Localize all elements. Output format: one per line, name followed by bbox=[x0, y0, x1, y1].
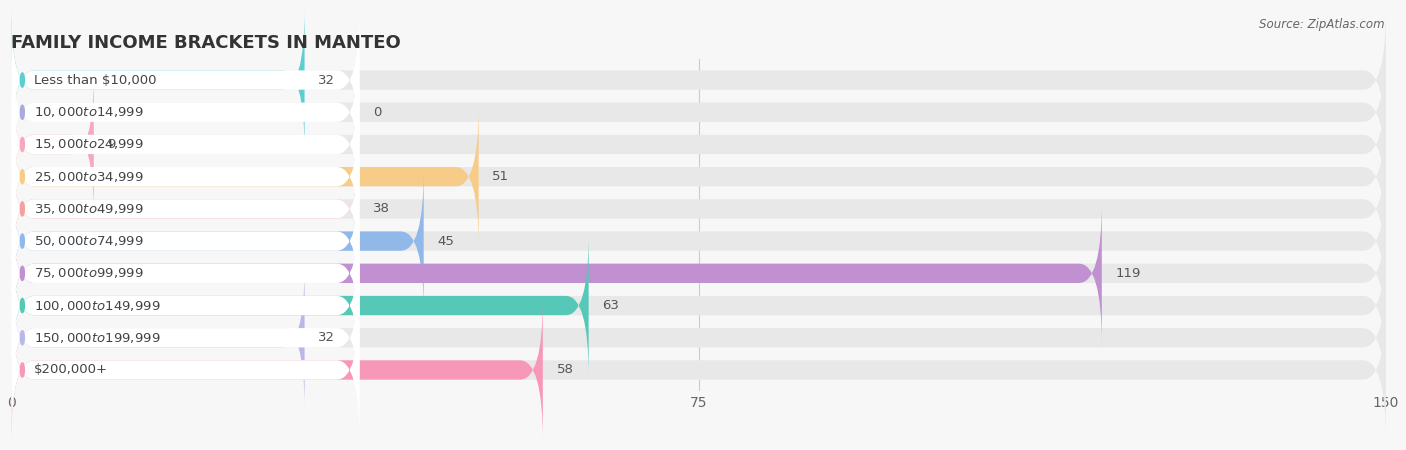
FancyBboxPatch shape bbox=[11, 234, 1386, 376]
FancyBboxPatch shape bbox=[11, 170, 1386, 312]
FancyBboxPatch shape bbox=[11, 138, 1386, 280]
Text: 38: 38 bbox=[373, 202, 389, 216]
Text: FAMILY INCOME BRACKETS IN MANTEO: FAMILY INCOME BRACKETS IN MANTEO bbox=[11, 34, 401, 52]
FancyBboxPatch shape bbox=[11, 138, 360, 280]
Text: $200,000+: $200,000+ bbox=[34, 364, 108, 377]
FancyBboxPatch shape bbox=[11, 41, 1386, 183]
Text: $100,000 to $149,999: $100,000 to $149,999 bbox=[34, 298, 160, 313]
Text: 51: 51 bbox=[492, 170, 509, 183]
Circle shape bbox=[20, 73, 24, 87]
FancyBboxPatch shape bbox=[11, 74, 1386, 216]
Circle shape bbox=[20, 202, 24, 216]
FancyBboxPatch shape bbox=[11, 106, 478, 248]
Text: $25,000 to $34,999: $25,000 to $34,999 bbox=[34, 170, 143, 184]
Text: $10,000 to $14,999: $10,000 to $14,999 bbox=[34, 105, 143, 119]
Circle shape bbox=[20, 234, 24, 248]
FancyBboxPatch shape bbox=[11, 9, 360, 151]
FancyBboxPatch shape bbox=[11, 9, 305, 151]
Text: 32: 32 bbox=[318, 331, 335, 344]
FancyBboxPatch shape bbox=[11, 299, 543, 441]
FancyBboxPatch shape bbox=[11, 202, 360, 344]
FancyBboxPatch shape bbox=[11, 202, 1102, 344]
FancyBboxPatch shape bbox=[11, 267, 305, 409]
FancyBboxPatch shape bbox=[11, 106, 1386, 248]
Circle shape bbox=[20, 137, 24, 152]
Text: Less than $10,000: Less than $10,000 bbox=[34, 73, 156, 86]
FancyBboxPatch shape bbox=[11, 74, 94, 216]
FancyBboxPatch shape bbox=[11, 267, 1386, 409]
Text: 63: 63 bbox=[602, 299, 619, 312]
FancyBboxPatch shape bbox=[11, 299, 360, 441]
Circle shape bbox=[20, 331, 24, 345]
Circle shape bbox=[20, 298, 24, 313]
FancyBboxPatch shape bbox=[11, 106, 360, 248]
Text: 119: 119 bbox=[1115, 267, 1140, 280]
FancyBboxPatch shape bbox=[11, 170, 360, 312]
Text: $50,000 to $74,999: $50,000 to $74,999 bbox=[34, 234, 143, 248]
Circle shape bbox=[20, 105, 24, 119]
Text: 9: 9 bbox=[107, 138, 115, 151]
FancyBboxPatch shape bbox=[11, 138, 360, 280]
FancyBboxPatch shape bbox=[11, 41, 360, 183]
Text: 58: 58 bbox=[557, 364, 574, 377]
Text: $35,000 to $49,999: $35,000 to $49,999 bbox=[34, 202, 143, 216]
Circle shape bbox=[20, 170, 24, 184]
Text: Source: ZipAtlas.com: Source: ZipAtlas.com bbox=[1260, 18, 1385, 31]
Text: 0: 0 bbox=[373, 106, 381, 119]
FancyBboxPatch shape bbox=[11, 9, 1386, 151]
FancyBboxPatch shape bbox=[11, 234, 589, 376]
FancyBboxPatch shape bbox=[11, 74, 360, 216]
Text: 45: 45 bbox=[437, 234, 454, 248]
Circle shape bbox=[20, 363, 24, 377]
FancyBboxPatch shape bbox=[11, 234, 360, 376]
Text: 32: 32 bbox=[318, 73, 335, 86]
FancyBboxPatch shape bbox=[11, 170, 423, 312]
Circle shape bbox=[20, 266, 24, 280]
FancyBboxPatch shape bbox=[11, 267, 360, 409]
Text: $75,000 to $99,999: $75,000 to $99,999 bbox=[34, 266, 143, 280]
Text: $150,000 to $199,999: $150,000 to $199,999 bbox=[34, 331, 160, 345]
Text: $15,000 to $24,999: $15,000 to $24,999 bbox=[34, 137, 143, 152]
FancyBboxPatch shape bbox=[11, 202, 1386, 344]
FancyBboxPatch shape bbox=[11, 299, 1386, 441]
